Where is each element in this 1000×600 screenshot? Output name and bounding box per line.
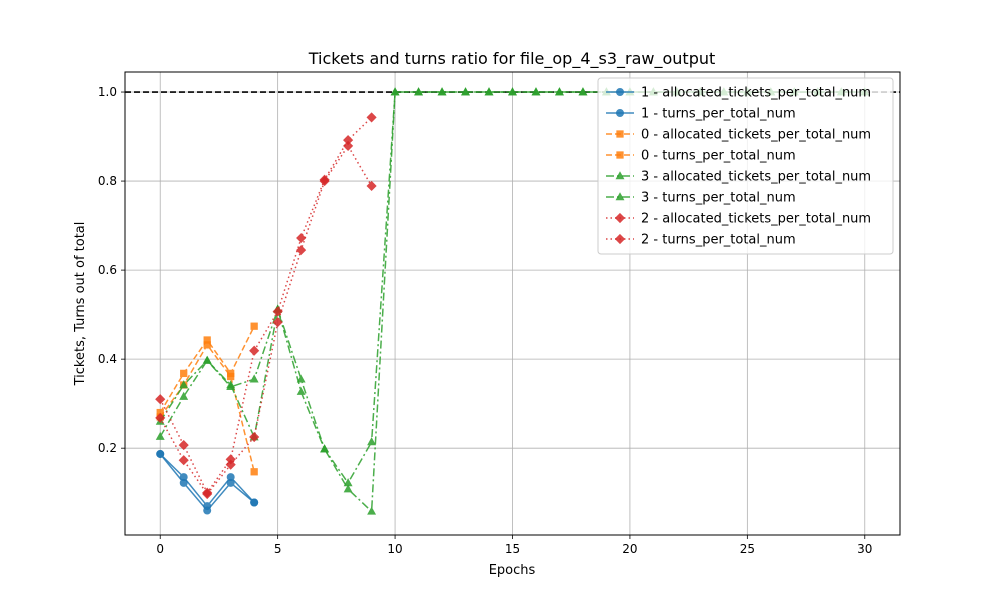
data-point	[437, 87, 447, 96]
y-tick-label: 0.2	[98, 441, 117, 455]
data-point	[296, 232, 307, 244]
data-point	[578, 87, 588, 96]
legend-label: 2 - allocated_tickets_per_total_num	[641, 212, 871, 227]
legend-item: 0 - turns_per_total_num	[606, 149, 796, 164]
data-point	[367, 437, 377, 446]
data-point	[179, 391, 189, 400]
data-point	[555, 87, 564, 96]
legend-label: 3 - allocated_tickets_per_total_num	[641, 170, 871, 185]
data-point	[179, 380, 189, 389]
legend-swatch-marker	[614, 212, 626, 224]
x-tick-label: 5	[274, 542, 282, 556]
data-point	[296, 374, 306, 383]
data-point	[366, 112, 377, 123]
data-point	[249, 374, 259, 383]
data-point	[226, 478, 235, 487]
y-axis-label: Tickets, Turns out of total	[73, 222, 88, 387]
data-point	[367, 506, 377, 515]
data-point	[343, 484, 353, 493]
legend-swatch-marker	[616, 109, 625, 118]
series-line	[159, 144, 373, 496]
data-point	[203, 506, 212, 515]
legend-label: 0 - turns_per_total_num	[641, 149, 796, 164]
legend-label: 3 - turns_per_total_num	[641, 191, 796, 206]
legend-swatch-marker	[615, 192, 625, 201]
legend-label: 1 - turns_per_total_num	[641, 107, 796, 122]
data-point	[319, 176, 330, 187]
data-point	[320, 444, 330, 453]
data-point	[250, 498, 259, 507]
data-point	[414, 87, 424, 96]
x-tick-label: 0	[156, 542, 164, 556]
legend-item: 1 - turns_per_total_num	[606, 107, 796, 122]
data-point	[203, 341, 211, 349]
legend-swatch-marker	[616, 88, 625, 97]
y-tick-label: 0.4	[98, 352, 117, 366]
legend-item: 2 - turns_per_total_num	[606, 233, 796, 248]
data-point	[227, 372, 235, 381]
data-point	[156, 449, 165, 458]
legend: 1 - allocated_tickets_per_total_num 1 - t…	[597, 77, 894, 255]
data-point	[155, 412, 166, 423]
data-point	[249, 345, 260, 356]
data-point	[226, 380, 236, 389]
x-axis-label: Epochs	[489, 563, 536, 578]
x-tick-label: 20	[622, 542, 637, 556]
chart-title: Tickets and turns ratio for file_op_4_s3…	[308, 49, 716, 69]
legend-swatch-marker	[616, 130, 624, 138]
y-tick-label: 1.0	[98, 85, 117, 99]
data-point	[249, 431, 260, 443]
legend-item: 1 - allocated_tickets_per_total_num	[606, 86, 871, 101]
series-7	[155, 140, 377, 500]
y-tick-label: 0.8	[98, 174, 117, 188]
data-point	[296, 386, 306, 395]
data-point	[250, 322, 258, 330]
x-tick-label: 25	[740, 542, 755, 556]
data-point	[343, 140, 354, 151]
data-point	[225, 459, 236, 470]
x-tick-label: 10	[387, 542, 402, 556]
series-line	[159, 116, 373, 495]
data-point	[508, 87, 517, 96]
data-point	[178, 455, 189, 466]
legend-label: 2 - turns_per_total_num	[641, 233, 796, 248]
data-point	[272, 317, 283, 328]
data-point	[484, 87, 494, 96]
legend-item: 3 - allocated_tickets_per_total_num	[606, 170, 871, 185]
series-1	[156, 449, 259, 515]
data-point	[296, 245, 307, 256]
data-point	[531, 87, 541, 96]
data-point	[202, 488, 213, 500]
data-point	[250, 468, 258, 476]
legend-box	[597, 77, 894, 255]
legend-item: 0 - allocated_tickets_per_total_num	[606, 128, 871, 143]
data-point	[155, 431, 165, 440]
data-point	[155, 394, 166, 405]
y-tick-label: 0.6	[98, 263, 117, 277]
data-point	[366, 180, 377, 192]
data-point	[179, 478, 188, 487]
data-point	[390, 87, 400, 96]
legend-swatch-marker	[615, 171, 625, 180]
x-tick-label: 30	[857, 542, 872, 556]
legend-swatch-marker	[616, 151, 624, 159]
legend-label: 1 - allocated_tickets_per_total_num	[641, 86, 871, 101]
data-point	[180, 369, 188, 378]
data-point	[178, 440, 189, 451]
data-point	[202, 355, 212, 364]
x-tick-label: 15	[505, 542, 520, 556]
data-point	[461, 87, 470, 96]
legend-item: 2 - allocated_tickets_per_total_num	[606, 212, 871, 227]
legend-swatch-marker	[614, 233, 626, 245]
legend-item: 3 - turns_per_total_num	[606, 191, 796, 206]
tick-layer: 0 5 10 15 20 25 30 0.2 0.4 0.6 0.8 1.0	[98, 85, 873, 556]
legend-label: 0 - allocated_tickets_per_total_num	[641, 128, 871, 143]
